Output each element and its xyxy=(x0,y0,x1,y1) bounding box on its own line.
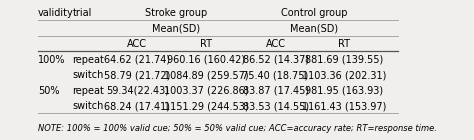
Text: 1103.36 (202.31): 1103.36 (202.31) xyxy=(302,70,387,80)
Text: ACC: ACC xyxy=(128,39,147,49)
Text: 1151.29 (244.53): 1151.29 (244.53) xyxy=(164,101,248,111)
Text: RT: RT xyxy=(200,39,212,49)
Text: 100%: 100% xyxy=(38,55,65,65)
Text: trial: trial xyxy=(73,8,92,18)
Text: 86.52 (14.37): 86.52 (14.37) xyxy=(243,55,309,65)
Text: Mean(SD): Mean(SD) xyxy=(291,24,338,34)
Text: repeat: repeat xyxy=(73,86,104,96)
Text: 1084.89 (259.57): 1084.89 (259.57) xyxy=(164,70,248,80)
Text: switch: switch xyxy=(73,101,104,111)
Text: switch: switch xyxy=(73,70,104,80)
Text: 981.95 (163.93): 981.95 (163.93) xyxy=(305,86,383,96)
Text: Control group: Control group xyxy=(281,8,348,18)
Text: Stroke group: Stroke group xyxy=(145,8,207,18)
Text: ACC: ACC xyxy=(265,39,285,49)
Text: 1003.37 (226.86): 1003.37 (226.86) xyxy=(164,86,248,96)
Text: 75.40 (18.75): 75.40 (18.75) xyxy=(242,70,309,80)
Text: 83.53 (14.55): 83.53 (14.55) xyxy=(243,101,309,111)
Text: validity: validity xyxy=(38,8,74,18)
Text: 881.69 (139.55): 881.69 (139.55) xyxy=(305,55,383,65)
Text: 50%: 50% xyxy=(38,86,59,96)
Text: 1161.43 (153.97): 1161.43 (153.97) xyxy=(302,101,387,111)
Text: 83.87 (17.45): 83.87 (17.45) xyxy=(243,86,309,96)
Text: repeat: repeat xyxy=(73,55,104,65)
Text: 68.24 (17.41): 68.24 (17.41) xyxy=(104,101,170,111)
Text: 59.34(22.43): 59.34(22.43) xyxy=(106,86,169,96)
Text: 960.16 (160.42): 960.16 (160.42) xyxy=(167,55,245,65)
Text: 64.62 (21.74): 64.62 (21.74) xyxy=(104,55,170,65)
Text: 58.79 (21.72): 58.79 (21.72) xyxy=(104,70,171,80)
Text: NOTE: 100% = 100% valid cue; 50% = 50% valid cue; ACC=accuracy rate; RT=response: NOTE: 100% = 100% valid cue; 50% = 50% v… xyxy=(38,124,437,133)
Text: RT: RT xyxy=(338,39,350,49)
Text: Mean(SD): Mean(SD) xyxy=(152,24,201,34)
